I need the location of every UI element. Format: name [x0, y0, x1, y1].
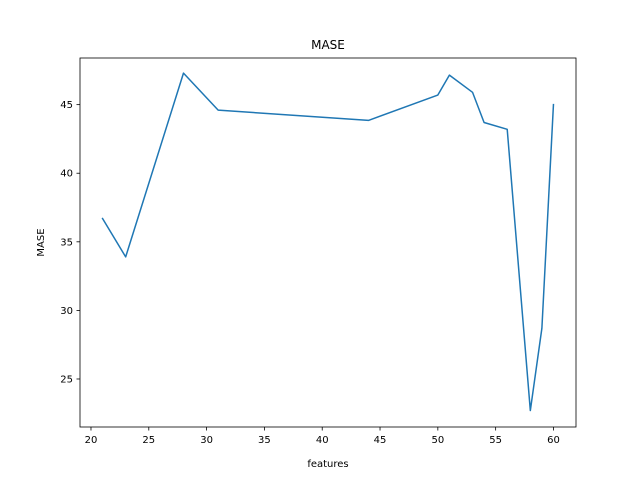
axes-frame: [79, 57, 577, 428]
series-line-0: [101, 72, 555, 412]
y-tick-label: 40: [60, 169, 73, 180]
x-tick-label: 30: [200, 435, 213, 446]
x-tick-label: 60: [547, 435, 560, 446]
plot-area: 20 25 30 35 40 45 50 55 60 25 30 35 40 45: [60, 57, 577, 446]
x-tick-label: 45: [374, 435, 387, 446]
y-tick-label: 30: [60, 306, 73, 317]
x-tick-label: 55: [489, 435, 502, 446]
y-axis-label: MASE: [36, 228, 47, 256]
x-tick-label: 20: [85, 435, 98, 446]
x-tick-label: 50: [431, 435, 444, 446]
x-tick-label: 40: [316, 435, 329, 446]
y-tick-label: 45: [60, 100, 73, 111]
x-tick-label: 25: [142, 435, 155, 446]
x-tick-label: 35: [258, 435, 271, 446]
y-tick-label: 35: [60, 237, 73, 248]
x-axis-label: features: [307, 459, 348, 470]
y-tick-label: 25: [60, 374, 73, 385]
chart-title: MASE: [311, 38, 345, 52]
